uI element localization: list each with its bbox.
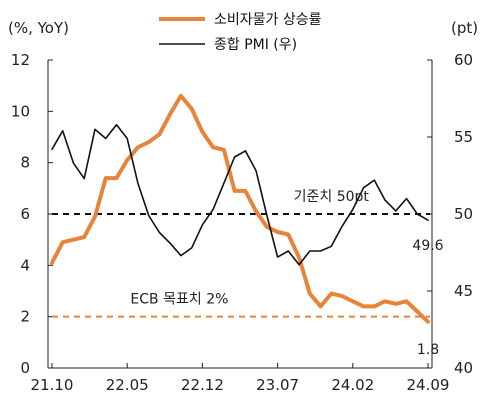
right-tick-label: 40 <box>454 359 473 377</box>
reference-label-pmi: 기준치 50pt <box>294 189 370 205</box>
end-label-pmi: 49.6 <box>412 238 443 254</box>
series-lines <box>50 93 430 324</box>
x-tick-label: 22.05 <box>106 376 149 394</box>
legend-label-cpi: 소비자물가 상승률 <box>214 12 322 28</box>
x-tick-label: 21.10 <box>31 376 74 394</box>
left-tick-label: 0 <box>20 359 30 377</box>
series-line-cpi <box>50 93 430 324</box>
legend-label-pmi: 종합 PMI (우) <box>214 37 297 53</box>
x-tick-label: 24.02 <box>331 376 374 394</box>
right-tick-label: 50 <box>454 205 473 223</box>
reference-lines <box>52 213 430 318</box>
x-tick-label: 22.12 <box>181 376 224 394</box>
left-tick-label: 10 <box>11 102 30 120</box>
right-tick-label: 45 <box>454 282 473 300</box>
axis-ticks: 0 2 4 6 8 10 12 40 45 50 55 60 21.10 22.05 22.12 23.07 2… <box>11 51 473 394</box>
x-tick-label: 23.07 <box>256 376 299 394</box>
left-tick-label: 2 <box>20 308 30 326</box>
left-tick-label: 4 <box>20 256 30 274</box>
left-axis-unit: (%, YoY) <box>8 19 69 37</box>
end-label-cpi: 1.8 <box>417 342 439 358</box>
legend: 소비자물가 상승률 종합 PMI (우) <box>159 12 322 53</box>
right-tick-label: 60 <box>454 51 473 69</box>
right-axis-unit: (pt) <box>451 19 478 37</box>
left-tick-label: 8 <box>20 154 30 172</box>
right-tick-label: 55 <box>454 128 473 146</box>
x-tick-label: 24.09 <box>407 376 450 394</box>
series-line-pmi <box>51 123 429 266</box>
reference-label-ecb: ECB 목표치 2% <box>130 292 228 308</box>
left-tick-label: 12 <box>11 51 30 69</box>
left-tick-label: 6 <box>20 205 30 223</box>
